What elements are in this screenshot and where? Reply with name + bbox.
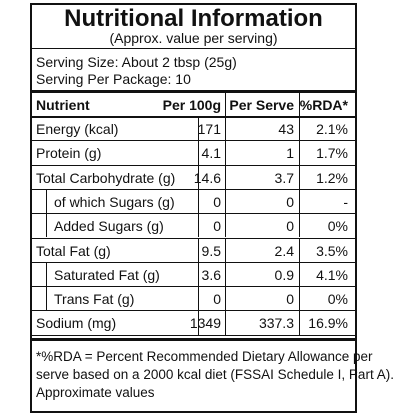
nutrient-value: 0 <box>213 218 221 235</box>
divider <box>32 48 355 49</box>
row-line <box>32 334 355 336</box>
column-line <box>198 188 199 214</box>
nutrient-value: 0 <box>286 193 294 210</box>
column-line <box>198 140 199 165</box>
column-line <box>299 286 300 311</box>
column-line <box>299 188 300 214</box>
column-line <box>225 116 226 141</box>
column-line <box>198 286 199 311</box>
column-line <box>225 164 226 189</box>
nutrient-name: of which Sugars (g) <box>54 193 175 210</box>
column-line <box>299 116 300 141</box>
nutrient-value: 4.1% <box>316 266 348 283</box>
serving-size: Serving Size: About 2 tbsp (25g) <box>36 54 237 70</box>
nutrient-value: 1349 <box>189 315 221 332</box>
nutrient-value: 0 <box>286 218 294 235</box>
nutrient-value: 2.4 <box>274 242 294 259</box>
column-line <box>225 261 226 287</box>
table-header: %RDA* <box>299 97 348 113</box>
nutrient-value: 43 <box>278 121 294 137</box>
column-line <box>225 93 226 116</box>
column-line <box>225 310 226 335</box>
footnote-line: *%RDA = Percent Recommended Dietary Allo… <box>36 349 373 364</box>
column-line <box>46 286 47 311</box>
column-line <box>299 237 300 262</box>
nutrient-value: 0% <box>327 218 348 235</box>
nutrient-value: 9.5 <box>201 242 221 259</box>
nutrient-value: 0 <box>213 193 221 210</box>
row-line <box>32 286 355 288</box>
row-line <box>32 261 355 263</box>
nutrient-name: Energy (kcal) <box>36 121 119 137</box>
nutrient-value: 337.3 <box>258 315 294 332</box>
column-line <box>299 261 300 287</box>
column-line <box>198 116 199 141</box>
nutrient-value: 0% <box>327 291 348 308</box>
table-header: Per Serve <box>229 97 294 113</box>
column-line <box>299 140 300 165</box>
column-line <box>225 213 226 238</box>
subtitle: (Approx. value per serving) <box>109 30 278 46</box>
nutrient-name: Total Fat (g) <box>36 242 111 259</box>
column-line <box>299 213 300 238</box>
nutrient-value: 1.7% <box>316 145 348 162</box>
nutrient-value: 14.6 <box>193 169 221 186</box>
column-line <box>198 213 199 238</box>
nutrient-value: 16.9% <box>308 315 348 332</box>
nutrient-value: 3.6 <box>201 266 221 283</box>
nutrient-value: 0.9 <box>274 266 294 283</box>
row-line <box>32 237 355 239</box>
nutrient-name: Trans Fat (g) <box>54 291 135 308</box>
footnote-line: Approximate values <box>36 385 155 400</box>
row-line <box>32 164 355 166</box>
table-header: Nutrient <box>36 97 90 113</box>
nutrient-name: Total Carbohydrate (g) <box>36 169 176 186</box>
row-line <box>32 213 355 215</box>
row-line <box>32 310 355 312</box>
nutrient-value: 4.1 <box>201 145 221 162</box>
column-line <box>225 188 226 214</box>
nutrient-name: Protein (g) <box>36 145 102 162</box>
nutrient-value: 1 <box>286 145 294 162</box>
nutrient-value: - <box>343 193 348 210</box>
nutrient-value: 1.2% <box>316 169 348 186</box>
nutrient-value: 3.7 <box>274 169 294 186</box>
column-line <box>299 93 300 116</box>
column-line <box>299 310 300 335</box>
nutrient-value: 2.1% <box>316 121 348 137</box>
column-line <box>198 261 199 287</box>
serving-package: Serving Per Package: 10 <box>36 71 191 87</box>
row-line <box>32 116 355 118</box>
nutrient-name: Sodium (mg) <box>36 315 117 332</box>
footnote-line: serve based on a 2000 kcal diet (FSSAI S… <box>36 367 394 382</box>
row-line <box>32 188 355 190</box>
nutrient-value: 3.5% <box>316 242 348 259</box>
column-line <box>225 237 226 262</box>
column-line <box>198 310 199 335</box>
nutrient-value: 0 <box>213 291 221 308</box>
title: Nutritional Information <box>64 5 323 32</box>
nutrient-name: Saturated Fat (g) <box>54 266 160 283</box>
divider <box>32 338 355 341</box>
column-line <box>198 237 199 262</box>
column-line <box>46 213 47 238</box>
nutrient-value: 171 <box>197 121 221 137</box>
column-line <box>225 286 226 311</box>
column-line <box>225 140 226 165</box>
column-line <box>198 164 199 189</box>
column-line <box>46 188 47 214</box>
label-box: Nutritional Information (Approx. value p… <box>30 3 394 413</box>
column-line <box>299 164 300 189</box>
table-header: Per 100g <box>162 97 221 113</box>
column-line <box>46 261 47 287</box>
row-line <box>32 140 355 142</box>
nutrient-name: Added Sugars (g) <box>54 218 164 235</box>
nutrient-value: 0 <box>286 291 294 308</box>
divider <box>32 90 355 93</box>
